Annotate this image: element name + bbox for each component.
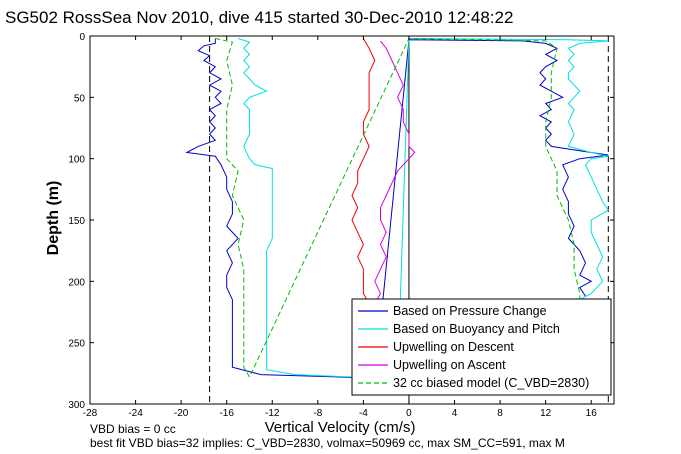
x-tick-label: 0 (406, 408, 412, 419)
chart-title: SG502 RossSea Nov 2010, dive 415 started… (5, 8, 513, 27)
y-axis-label: Depth (m) (45, 181, 62, 256)
x-tick-label: 16 (586, 408, 598, 419)
x-tick-label: 12 (540, 408, 552, 419)
x-tick-label: -8 (313, 408, 322, 419)
legend-box (351, 298, 612, 396)
x-tick-label: -24 (128, 408, 143, 419)
x-axis-label: Vertical Velocity (cm/s) (265, 419, 416, 436)
x-tick-label: 4 (452, 408, 458, 419)
legend-label: Based on Buoyancy and Pitch (393, 322, 560, 336)
legend-label: Based on Pressure Change (393, 304, 547, 318)
x-tick-label: -4 (359, 408, 368, 419)
x-tick-label: -28 (83, 408, 98, 419)
y-tick-label: 250 (68, 339, 85, 350)
x-tick-label: -20 (174, 408, 189, 419)
y-tick-label: 150 (68, 216, 85, 227)
legend-label: Upwelling on Ascent (393, 358, 506, 372)
y-tick-label: 50 (74, 93, 86, 104)
series-line-0 (185, 38, 609, 382)
series-line-4 (215, 37, 581, 379)
y-axis-ticks: 0 50 100 150 200 250 300 (68, 32, 614, 411)
legend-label: Upwelling on Descent (393, 340, 514, 354)
legend-label: 32 cc biased model (C_VBD=2830) (393, 376, 589, 390)
y-tick-label: 200 (68, 277, 85, 288)
best-fit-note: best fit VBD bias=32 implies: C_VBD=2830… (90, 436, 565, 450)
series-line-3 (374, 40, 416, 304)
vbd-bias-note: VBD bias = 0 cc (90, 422, 176, 436)
x-tick-label: -16 (219, 408, 234, 419)
series-line-2 (351, 38, 376, 304)
y-tick-label: 0 (79, 32, 85, 43)
x-axis-ticks: -28 -24 -20 -16 -12 -8 -4 0 4 8 12 16 (83, 36, 597, 419)
y-tick-label: 300 (68, 400, 85, 411)
x-tick-label: 8 (497, 408, 503, 419)
x-tick-label: -12 (265, 408, 280, 419)
y-tick-label: 100 (68, 155, 85, 166)
legend: Based on Pressure Change Based on Buoyanc… (351, 298, 612, 396)
